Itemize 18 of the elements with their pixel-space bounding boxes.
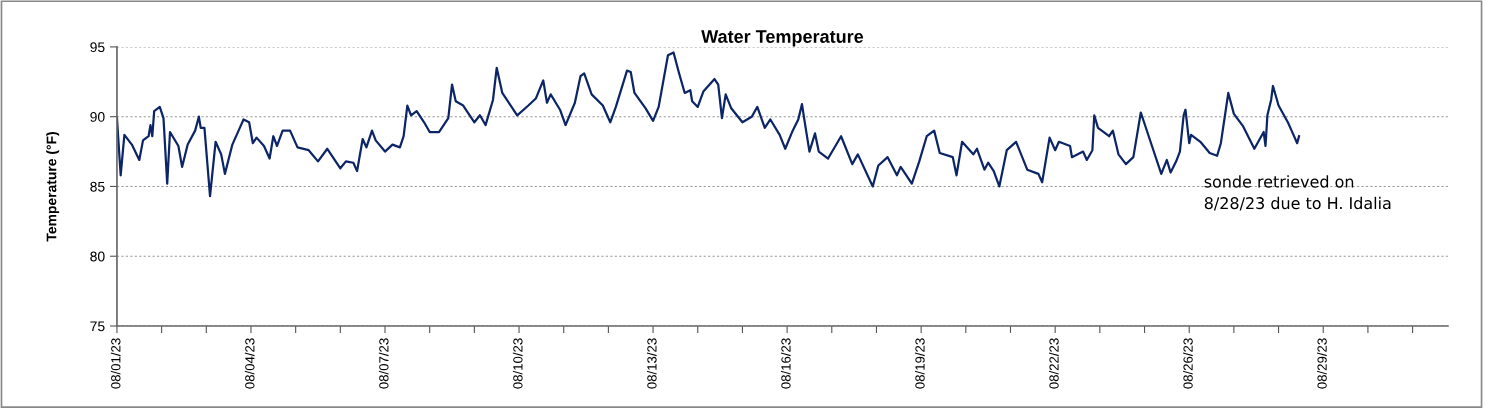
y-tick-label: 95 — [90, 42, 105, 53]
y-axis-title: Temperature (°F) — [46, 132, 60, 242]
x-tick-label: 08/22/23 — [1049, 338, 1059, 389]
x-tick-label: 08/26/23 — [1183, 338, 1193, 389]
y-tick-label: 75 — [90, 321, 105, 332]
chart-title: Water Temperature — [701, 30, 864, 47]
y-tick-label: 85 — [90, 181, 105, 192]
x-tick-label: 08/13/23 — [646, 338, 657, 389]
y-tick-label: 80 — [90, 251, 105, 262]
y-tick-label: 90 — [90, 112, 105, 122]
x-tick-label: 08/04/23 — [244, 338, 255, 389]
annotation: sonde retrieved on 8/28/23 due to H. Idalia — [1204, 175, 1391, 211]
x-tick-label: 08/29/23 — [1317, 338, 1327, 389]
x-tick-label: 08/01/23 — [110, 338, 121, 389]
x-tick-label: 08/16/23 — [780, 338, 791, 389]
x-tick-label: 08/19/23 — [914, 338, 925, 389]
x-tick-label: 08/10/23 — [512, 338, 523, 389]
x-tick-label: 08/07/23 — [378, 338, 389, 389]
